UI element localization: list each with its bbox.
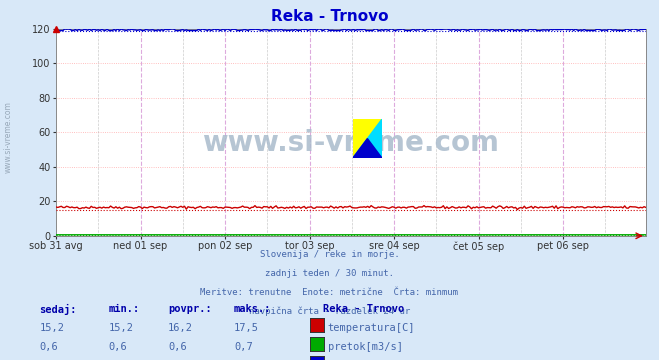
- Text: povpr.:: povpr.:: [168, 304, 212, 314]
- Text: min.:: min.:: [109, 304, 140, 314]
- Text: 16,2: 16,2: [168, 323, 193, 333]
- Polygon shape: [353, 119, 382, 158]
- Text: Reka - Trnovo: Reka - Trnovo: [323, 304, 404, 314]
- Text: 0,6: 0,6: [40, 342, 58, 352]
- Text: 0,6: 0,6: [109, 342, 127, 352]
- Polygon shape: [353, 139, 382, 158]
- Text: 15,2: 15,2: [40, 323, 65, 333]
- Text: pretok[m3/s]: pretok[m3/s]: [328, 342, 403, 352]
- Text: www.si-vreme.com: www.si-vreme.com: [202, 129, 500, 157]
- Text: navpična črta - razdelek 24 ur: navpična črta - razdelek 24 ur: [249, 306, 410, 316]
- Text: 0,6: 0,6: [168, 342, 186, 352]
- Text: maks.:: maks.:: [234, 304, 272, 314]
- Text: 15,2: 15,2: [109, 323, 134, 333]
- Text: sedaj:: sedaj:: [40, 304, 77, 315]
- Text: Slovenija / reke in morje.: Slovenija / reke in morje.: [260, 250, 399, 259]
- Text: 17,5: 17,5: [234, 323, 259, 333]
- Polygon shape: [353, 119, 382, 158]
- Text: Reka - Trnovo: Reka - Trnovo: [271, 9, 388, 24]
- Text: zadnji teden / 30 minut.: zadnji teden / 30 minut.: [265, 269, 394, 278]
- Text: temperatura[C]: temperatura[C]: [328, 323, 415, 333]
- Text: www.si-vreme.com: www.si-vreme.com: [3, 101, 13, 173]
- Text: Meritve: trenutne  Enote: metrične  Črta: minmum: Meritve: trenutne Enote: metrične Črta: …: [200, 288, 459, 297]
- Text: 0,7: 0,7: [234, 342, 252, 352]
